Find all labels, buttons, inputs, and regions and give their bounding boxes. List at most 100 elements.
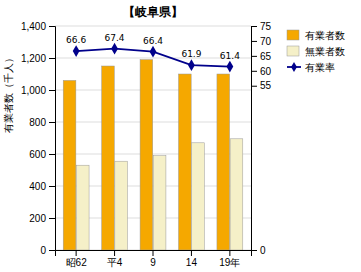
marker [111, 43, 118, 55]
tick-label: 1,400 [21, 21, 46, 32]
y-axis: 0 200 400 600 800 1,000 1,200 1,400 [21, 21, 56, 256]
marker [73, 45, 80, 57]
bar [140, 60, 153, 250]
tick-mark [49, 90, 55, 91]
axis-line [252, 27, 258, 251]
tick: 0 [40, 245, 55, 256]
tick-mark [49, 26, 55, 27]
bar [102, 66, 115, 250]
tick-label: 400 [29, 181, 46, 192]
axis-line [49, 27, 56, 251]
tick: 400 [29, 181, 55, 192]
tick-label: 70 [260, 36, 272, 47]
tick-mark [49, 186, 55, 187]
tick: 9 [150, 250, 156, 268]
marker [150, 46, 157, 58]
tick: 14 [186, 250, 198, 268]
tick-mark [191, 250, 192, 256]
tick-label: 55 [260, 80, 272, 91]
tick: 1,400 [21, 21, 55, 32]
marker [188, 59, 195, 71]
tick-label: 1,000 [21, 85, 46, 96]
tick-label: 19年 [219, 257, 240, 268]
tick-mark [251, 86, 257, 87]
bar [115, 161, 128, 250]
tick-label: 200 [29, 213, 46, 224]
tick-label: 0 [260, 245, 266, 256]
tick-mark [49, 58, 55, 59]
legend-swatch [287, 30, 299, 40]
legend-swatch [287, 46, 299, 56]
tick: 55 [251, 80, 272, 91]
tick-label: 1,200 [21, 53, 46, 64]
tick: 0 [251, 245, 266, 256]
axis-line [56, 251, 252, 257]
data-label: 61.9 [181, 49, 201, 59]
tick-label: 800 [29, 117, 46, 128]
legend-item: 有業率 [287, 62, 335, 73]
bar [63, 80, 76, 250]
tick-label: 65 [260, 51, 272, 62]
bar [192, 143, 205, 250]
chart: 0 200 400 600 800 1,000 1,200 1,400 0 55 60 65 70 75 昭… [0, 0, 361, 272]
tick-mark [49, 122, 55, 123]
tick: 75 [251, 21, 272, 32]
tick-mark [114, 250, 115, 256]
tick-mark [49, 250, 55, 251]
legend: 有業者数無業者数有業率 [287, 30, 345, 73]
data-labels: 66.6 67.4 66.4 61.9 61.4 [66, 33, 240, 61]
legend-item: 無業者数 [287, 46, 345, 57]
bar [153, 156, 166, 250]
tick: 平4 [107, 250, 123, 268]
tick: 70 [251, 36, 272, 47]
tick-label: 75 [260, 21, 272, 32]
bar [179, 74, 192, 250]
plot: 0 200 400 600 800 1,000 1,200 1,400 0 55 60 65 70 75 昭… [21, 21, 272, 268]
data-label: 61.4 [220, 51, 240, 61]
tick-mark [153, 250, 154, 256]
tick-mark [49, 218, 55, 219]
grid [55, 26, 251, 250]
legend-label: 有業者数 [305, 30, 345, 41]
legend-item: 有業者数 [287, 30, 345, 41]
y-axis-title: 有業者数（千人） [3, 53, 14, 133]
tick: 800 [29, 117, 55, 128]
tick-mark [251, 56, 257, 57]
data-label: 67.4 [105, 33, 125, 43]
tick-mark [251, 71, 257, 72]
tick-label: 600 [29, 149, 46, 160]
y2-axis: 0 55 60 65 70 75 [251, 21, 272, 256]
tick-mark [229, 250, 230, 256]
tick-mark [251, 41, 257, 42]
marks [63, 43, 243, 250]
bar [76, 165, 89, 250]
legend-label: 有業率 [305, 62, 335, 73]
tick-mark [251, 26, 257, 27]
tick-label: 昭62 [66, 257, 88, 268]
grid-line [55, 26, 251, 27]
legend-marker [291, 62, 297, 72]
bar [230, 139, 243, 250]
tick: 65 [251, 51, 272, 62]
tick-label: 0 [40, 245, 46, 256]
x-axis: 昭62 平4 9 14 19年 [56, 250, 252, 268]
tick-mark [49, 154, 55, 155]
tick-mark [76, 250, 77, 256]
data-label: 66.4 [143, 36, 163, 46]
tick-label: 60 [260, 66, 272, 77]
tick: 600 [29, 149, 55, 160]
data-label: 66.6 [66, 35, 86, 45]
tick: 1,200 [21, 53, 55, 64]
tick: 60 [251, 66, 272, 77]
tick-label: 平4 [107, 257, 123, 268]
tick-label: 9 [150, 257, 156, 268]
tick: 1,000 [21, 85, 55, 96]
bar [217, 74, 230, 250]
tick: 昭62 [66, 250, 88, 268]
tick: 19年 [219, 250, 240, 268]
tick-label: 14 [186, 257, 198, 268]
legend-label: 無業者数 [305, 46, 345, 57]
title: 【岐阜県】 [123, 5, 183, 19]
tick: 200 [29, 213, 55, 224]
marker [226, 61, 233, 73]
